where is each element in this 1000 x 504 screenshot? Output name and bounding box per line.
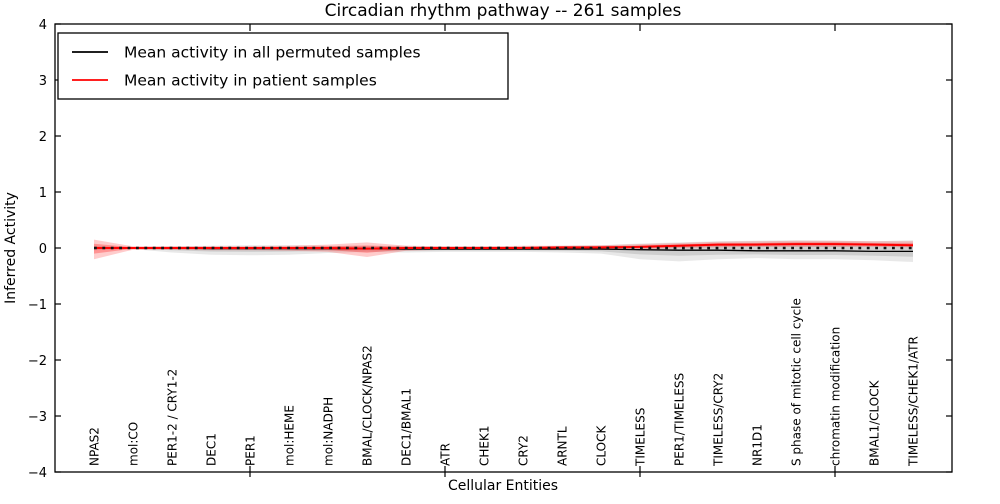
x-category-label: BMAL1/CLOCK	[868, 379, 882, 466]
chart-title: Circadian rhythm pathway -- 261 samples	[325, 1, 682, 21]
y-tick-label: −4	[28, 466, 47, 481]
x-category-label: chromatin modification	[829, 327, 843, 466]
y-tick-label: 0	[39, 242, 47, 257]
x-category-label: mol:NADPH	[322, 397, 336, 466]
x-category-label: NR1D1	[751, 424, 765, 466]
legend-item-label: Mean activity in patient samples	[124, 72, 377, 90]
x-category-label: CRY2	[517, 435, 531, 466]
x-category-label: DEC1/BMAL1	[400, 388, 414, 466]
x-axis-label: Cellular Entities	[448, 478, 558, 494]
x-category-label: BMAL/CLOCK/NPAS2	[361, 345, 375, 466]
x-category-label: mol:CO	[127, 422, 141, 466]
x-category-label: TIMELESS	[634, 408, 648, 467]
x-category-labels: NPAS2 mol:CO PER1-2 / CRY1-2 DEC1 PER1 mol:HE…	[88, 298, 921, 467]
x-category-label: PER1/TIMELESS	[673, 373, 687, 466]
x-category-label: CLOCK	[595, 425, 609, 466]
x-category-label: mol:HEME	[283, 405, 297, 466]
x-category-label: PER1	[244, 435, 258, 466]
x-category-label: DEC1	[205, 433, 219, 466]
x-category-label: ARNTL	[556, 426, 570, 466]
y-tick-label: −1	[28, 298, 47, 313]
y-axis-label: Inferred Activity	[3, 192, 19, 304]
y-tick-label: 4	[39, 18, 47, 33]
x-category-label: PER1-2 / CRY1-2	[166, 369, 180, 466]
y-tick-labels: −4 −3 −2 −1 0 1 2 3 4	[28, 18, 47, 481]
x-category-label: S phase of mitotic cell cycle	[790, 298, 804, 466]
x-category-label: TIMELESS/CHEK1/ATR	[907, 336, 921, 467]
y-tick-label: −3	[28, 410, 47, 425]
x-category-label: TIMELESS/CRY2	[712, 373, 726, 467]
y-tick-label: −2	[28, 354, 47, 369]
x-category-label: NPAS2	[88, 427, 102, 466]
axis-ticks	[55, 23, 952, 477]
y-tick-label: 1	[39, 186, 47, 201]
series-lines	[94, 243, 914, 253]
y-tick-label: 3	[39, 74, 47, 89]
legend-box	[57, 32, 509, 100]
y-tick-label: 2	[39, 130, 47, 145]
legend-item-label: Mean activity in all permuted samples	[124, 44, 421, 62]
x-category-label: ATR	[439, 443, 453, 466]
legend: Mean activity in all permuted samples Mea…	[57, 32, 509, 100]
x-category-label: CHEK1	[478, 426, 492, 467]
